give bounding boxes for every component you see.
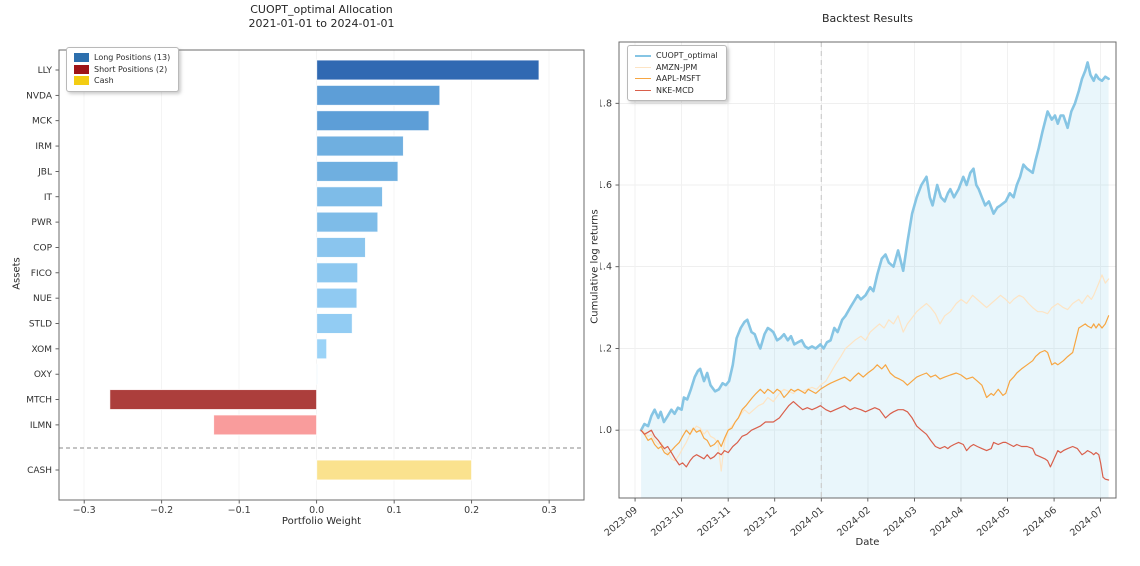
bar-MTCH [109, 389, 318, 411]
ytick-label-COP: COP [33, 243, 52, 253]
xtick-label-2023-12: 2023-12 [742, 505, 779, 539]
bar-FICO [316, 262, 359, 284]
legend-label: Cash [94, 76, 114, 86]
legend-line-swatch [635, 54, 651, 57]
legend-item: Cash [74, 75, 170, 87]
xtick-label-2024-07: 2024-07 [1068, 505, 1105, 539]
legend-label: AMZN-JPM [656, 62, 698, 72]
backtest-xlabel: Date [855, 537, 880, 548]
backtest-chart: 1.0 1.2 1.4 1.6 1.8 2023-09 2023-10 2023-11 2023… [590, 0, 1140, 566]
plot-spines [618, 41, 1117, 499]
xtick-label-2024-03: 2024-03 [882, 505, 919, 539]
legend-item: Long Positions (13) [74, 52, 170, 64]
bar-NUE [316, 287, 358, 309]
ytick-label-JBL: JBL [37, 167, 52, 177]
legend-item: NKE-MCD [635, 85, 718, 97]
ytick-label-NUE: NUE [33, 294, 52, 304]
legend-item: Short Positions (2) [74, 64, 170, 76]
xtick-label-2024-02: 2024-02 [835, 505, 872, 539]
ytick-label: 1.0 [600, 425, 612, 436]
legend-item: AMZN-JPM [635, 62, 718, 74]
series-line-AMZN-JPM [640, 274, 1110, 472]
legend-label: Short Positions (2) [94, 64, 168, 74]
bar-OXY [316, 363, 318, 385]
bar-CASH [316, 459, 473, 481]
bar-STLD [316, 313, 353, 334]
xtick-label: −0.1 [228, 505, 251, 516]
ytick-label: 1.6 [600, 180, 612, 191]
bar-IT [316, 186, 384, 208]
series-line-AAPL-MSFT [640, 315, 1110, 456]
allocation-ylabel: Assets [11, 257, 23, 290]
legend-line-swatch [635, 89, 651, 91]
cuopt-area-fill [641, 62, 1109, 499]
bar-JBL [316, 160, 399, 182]
legend-label: NKE-MCD [656, 85, 694, 95]
legend-color-swatch [74, 76, 89, 86]
legend-item: CUOPT_optimal [635, 50, 718, 62]
ytick-label: 1.2 [600, 343, 612, 354]
ytick-label-XOM: XOM [32, 345, 52, 355]
ytick-label-FICO: FICO [31, 269, 52, 279]
ytick-label-IRM: IRM [35, 142, 52, 152]
allocation-title-line1: CUOPT_optimal Allocation [250, 3, 393, 16]
legend-color-swatch [74, 53, 89, 63]
series-line-CUOPT_optimal [639, 61, 1110, 432]
xtick-label: 0.1 [387, 505, 402, 516]
legend-label: AAPL-MSFT [656, 74, 701, 84]
ytick-label-ILMN: ILMN [30, 421, 52, 431]
allocation-chart-title: CUOPT_optimal Allocation 2021-01-01 to 2… [59, 3, 584, 30]
ytick-label-PWR: PWR [31, 218, 52, 228]
legend-label: CUOPT_optimal [656, 51, 718, 61]
xtick-label-2024-01: 2024-01 [789, 505, 826, 539]
legend-color-swatch [74, 64, 89, 74]
bar-XOM [316, 338, 328, 360]
bar-NVDA [316, 84, 441, 106]
xtick-label-2024-05: 2024-05 [975, 505, 1012, 539]
xtick-label-2023-10: 2023-10 [649, 505, 686, 539]
ytick-label: 1.8 [600, 98, 612, 109]
xtick-label-2023-09: 2023-09 [603, 505, 640, 539]
backtest-ylabel: Cumulative log returns [589, 209, 601, 324]
backtest-plot-svg: 1.0 1.2 1.4 1.6 1.8 2023-09 2023-10 2023-11 2023… [600, 41, 1117, 539]
bar-IRM [316, 135, 404, 157]
allocation-xlabel: Portfolio Weight [281, 516, 362, 527]
ytick-label-OXY: OXY [34, 370, 53, 380]
bar-ILMN [213, 414, 318, 436]
ytick-label-MCK: MCK [32, 117, 53, 127]
legend-item: AAPL-MSFT [635, 73, 718, 85]
legend-label: Long Positions (13) [94, 53, 171, 63]
legend-line-swatch [635, 78, 651, 80]
bar-PWR [316, 211, 379, 233]
xtick-label: 0.2 [464, 505, 479, 516]
ytick-label-LLY: LLY [38, 66, 53, 76]
ytick-label-STLD: STLD [29, 320, 52, 330]
allocation-chart: LLY NVDA MCK IRM JBL IT PWR COP FICO NUE STLD XOM OX… [11, 3, 585, 527]
allocation-legend: Long Positions (13) Short Positions (2) Ca… [66, 47, 180, 92]
ytick-label: 1.4 [600, 262, 612, 273]
xtick-label-2024-04: 2024-04 [928, 505, 965, 539]
xtick-label: −0.2 [150, 505, 173, 516]
bar-MCK [316, 110, 430, 132]
ytick-label-IT: IT [44, 193, 53, 203]
backtest-legend: CUOPT_optimal AMZN-JPM AAPL-MSFT NKE-MCD [627, 45, 727, 101]
allocation-title-line2: 2021-01-01 to 2024-01-01 [248, 16, 395, 30]
xtick-label-2024-06: 2024-06 [1022, 505, 1059, 539]
xtick-label-2023-11: 2023-11 [696, 505, 733, 539]
backtest-chart-title: Backtest Results [821, 12, 914, 25]
ytick-label-CASH: CASH [27, 466, 52, 476]
allocation-plot-svg: LLY NVDA MCK IRM JBL IT PWR COP FICO NUE STLD XOM OX… [26, 49, 585, 516]
legend-line-swatch [635, 66, 651, 68]
ytick-label-NVDA: NVDA [26, 91, 53, 101]
ytick-label-MTCH: MTCH [26, 396, 52, 406]
bar-LLY [316, 59, 540, 81]
xtick-label: −0.3 [73, 505, 96, 516]
plot-spines [58, 49, 585, 501]
xtick-label: 0.0 [309, 505, 324, 516]
series-line-NKE-MCD [640, 401, 1110, 481]
bar-COP [316, 236, 366, 258]
xtick-label: 0.3 [542, 505, 557, 516]
